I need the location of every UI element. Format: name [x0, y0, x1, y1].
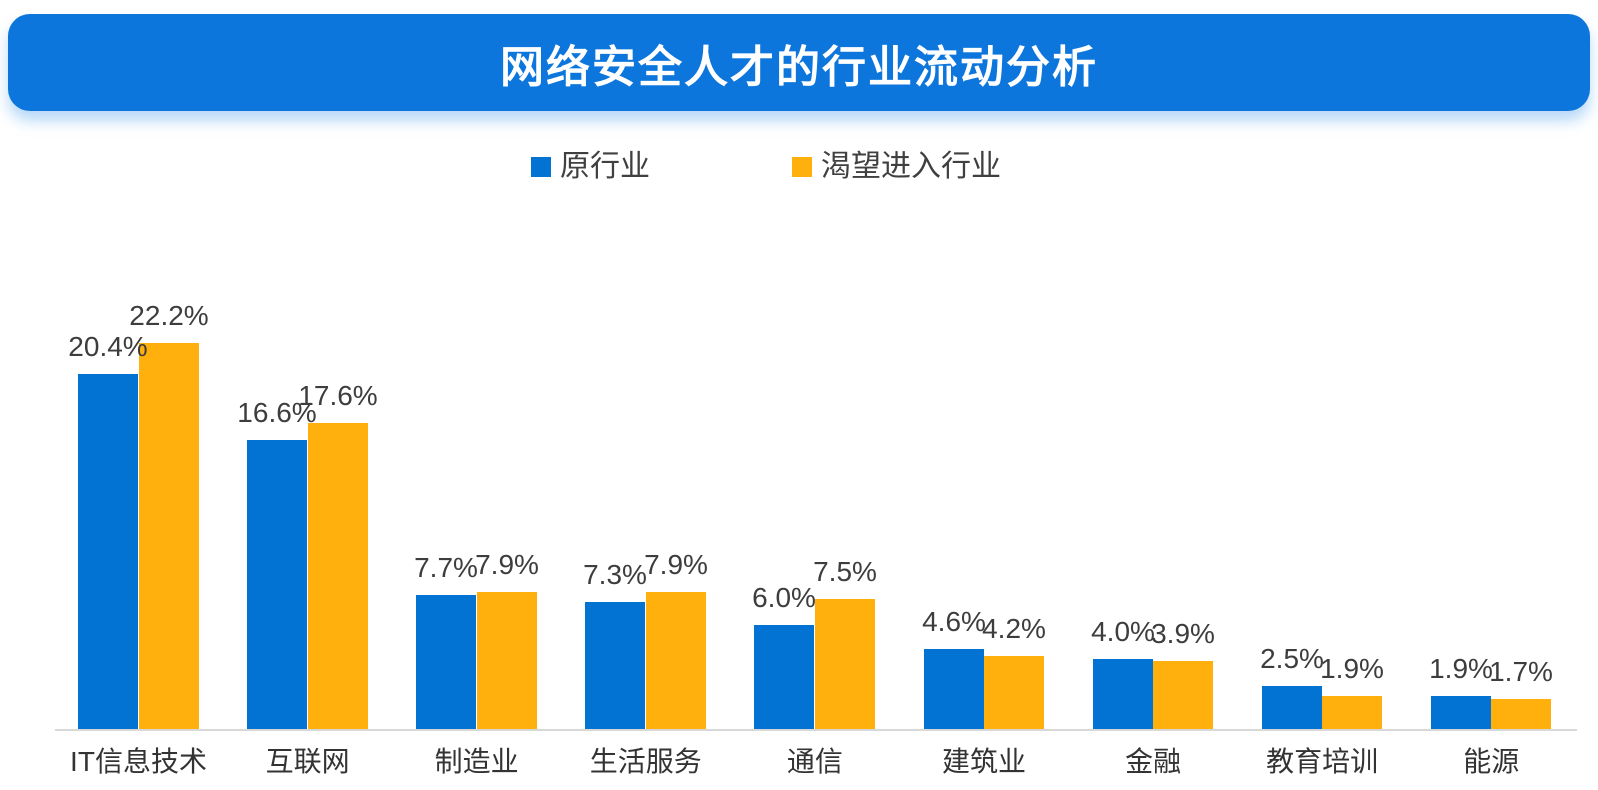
bar-value-label: 4.2%: [982, 613, 1046, 644]
category-label-通信: 通信: [786, 746, 843, 777]
bar-value-label: 7.9%: [475, 549, 539, 580]
bar-series-1-能源: [1491, 699, 1551, 729]
bar-value-label: 17.6%: [298, 380, 378, 411]
bar-value-label: 7.9%: [644, 549, 708, 580]
category-label-互联网: 互联网: [265, 746, 350, 777]
category-label-教育培训: 教育培训: [1266, 746, 1379, 777]
bar-value-label: 20.4%: [68, 331, 148, 362]
bar-value-label: 1.9%: [1429, 653, 1493, 684]
bar-value-label: 6.0%: [752, 582, 816, 613]
bar-value-label: 16.6%: [237, 397, 317, 428]
legend-swatch-icon: [531, 157, 551, 177]
legend-item-1: 渴望进入行业: [792, 150, 1001, 184]
chart-title: 网络安全人才的行业流动分析: [500, 42, 1098, 92]
bar-series-0-制造业: [416, 595, 476, 729]
bar-series-1-金融: [1153, 661, 1213, 729]
bar-series-1-通信: [815, 599, 875, 729]
bar-value-label: 1.7%: [1489, 656, 1553, 687]
title-banner: 网络安全人才的行业流动分析: [8, 14, 1590, 111]
bar-value-label: 7.5%: [813, 556, 877, 587]
bar-value-label: 1.9%: [1320, 653, 1384, 684]
bar-series-1-生活服务: [646, 592, 706, 729]
bar-value-label: 3.9%: [1151, 618, 1215, 649]
bar-series-0-建筑业: [924, 649, 984, 729]
category-label-制造业: 制造业: [434, 746, 519, 777]
category-label-建筑业: 建筑业: [941, 746, 1027, 777]
bar-series-0-生活服务: [585, 602, 645, 729]
bar-value-label: 4.6%: [922, 606, 986, 637]
bar-series-1-互联网: [308, 423, 368, 729]
bar-series-0-通信: [754, 625, 814, 729]
bar-series-1-建筑业: [984, 656, 1044, 729]
legend-item-0: 原行业: [531, 150, 650, 184]
category-label-金融: 金融: [1125, 746, 1182, 777]
bar-series-0-IT信息技术: [78, 374, 138, 729]
legend: 原行业 渴望进入行业: [0, 150, 1565, 184]
bar-value-label: 7.3%: [583, 559, 647, 590]
legend-label: 渴望进入行业: [821, 150, 1001, 183]
category-label-生活服务: 生活服务: [589, 746, 702, 777]
bar-value-label: 7.7%: [414, 552, 478, 583]
bar-series-0-金融: [1093, 659, 1153, 729]
category-label-IT信息技术: IT信息技术: [70, 746, 207, 777]
bar-series-1-IT信息技术: [139, 343, 199, 729]
category-label-能源: 能源: [1463, 746, 1520, 777]
legend-swatch-icon: [792, 157, 812, 177]
bar-value-label: 22.2%: [129, 300, 209, 331]
bar-series-0-教育培训: [1262, 686, 1322, 729]
bar-series-1-制造业: [477, 592, 537, 729]
legend-label: 原行业: [560, 150, 650, 183]
x-axis-line: [55, 729, 1577, 731]
bar-value-label: 4.0%: [1091, 616, 1155, 647]
bar-series-0-互联网: [247, 440, 307, 729]
bar-series-1-教育培训: [1322, 696, 1382, 729]
bar-value-label: 2.5%: [1260, 643, 1324, 674]
bar-series-0-能源: [1431, 696, 1491, 729]
